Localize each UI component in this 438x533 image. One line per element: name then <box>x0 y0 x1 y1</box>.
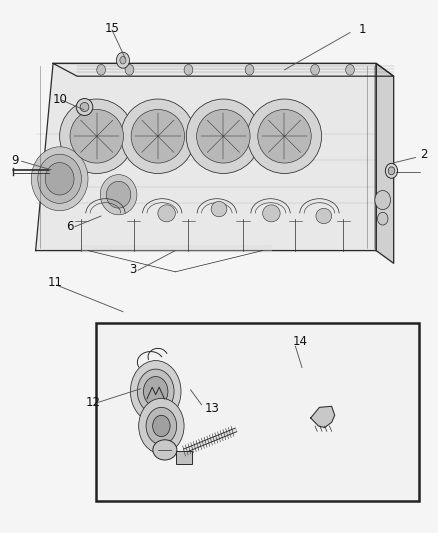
Circle shape <box>131 361 181 422</box>
Text: 1: 1 <box>359 23 366 36</box>
Ellipse shape <box>100 175 137 215</box>
Ellipse shape <box>263 205 280 222</box>
Ellipse shape <box>258 109 311 163</box>
Ellipse shape <box>80 102 89 111</box>
Text: 11: 11 <box>48 276 63 289</box>
Circle shape <box>152 415 170 437</box>
Ellipse shape <box>211 201 227 217</box>
Text: 12: 12 <box>86 395 101 409</box>
Ellipse shape <box>186 99 261 173</box>
Ellipse shape <box>45 163 74 195</box>
Ellipse shape <box>60 99 134 173</box>
Ellipse shape <box>385 164 398 178</box>
Polygon shape <box>311 406 335 427</box>
Text: 10: 10 <box>53 93 68 106</box>
Ellipse shape <box>106 181 131 208</box>
Circle shape <box>144 376 168 406</box>
Circle shape <box>146 407 177 445</box>
Circle shape <box>375 190 391 209</box>
Ellipse shape <box>121 99 195 173</box>
Ellipse shape <box>388 167 395 175</box>
Bar <box>96 324 419 502</box>
Ellipse shape <box>153 440 177 460</box>
Ellipse shape <box>131 109 184 163</box>
Polygon shape <box>53 63 394 76</box>
Ellipse shape <box>31 147 88 211</box>
Text: 13: 13 <box>205 402 220 415</box>
Circle shape <box>97 64 106 75</box>
Circle shape <box>139 398 184 454</box>
Text: 9: 9 <box>12 154 19 167</box>
Circle shape <box>346 64 354 75</box>
Circle shape <box>184 64 193 75</box>
Circle shape <box>378 212 388 225</box>
Circle shape <box>117 52 130 68</box>
Text: 15: 15 <box>105 22 120 35</box>
Ellipse shape <box>76 99 93 116</box>
Polygon shape <box>35 63 376 251</box>
Ellipse shape <box>38 154 81 204</box>
Text: 2: 2 <box>420 148 427 161</box>
Ellipse shape <box>70 109 124 163</box>
Text: 6: 6 <box>66 220 74 233</box>
Polygon shape <box>376 63 394 263</box>
Ellipse shape <box>158 205 175 222</box>
Text: 3: 3 <box>130 263 137 276</box>
Circle shape <box>125 64 134 75</box>
Text: 14: 14 <box>292 335 307 349</box>
Bar <box>176 451 192 464</box>
Ellipse shape <box>316 208 332 224</box>
Circle shape <box>311 64 319 75</box>
Ellipse shape <box>247 99 321 173</box>
Ellipse shape <box>197 109 250 163</box>
Circle shape <box>120 56 126 64</box>
Circle shape <box>245 64 254 75</box>
Circle shape <box>138 369 174 414</box>
Polygon shape <box>81 245 272 251</box>
